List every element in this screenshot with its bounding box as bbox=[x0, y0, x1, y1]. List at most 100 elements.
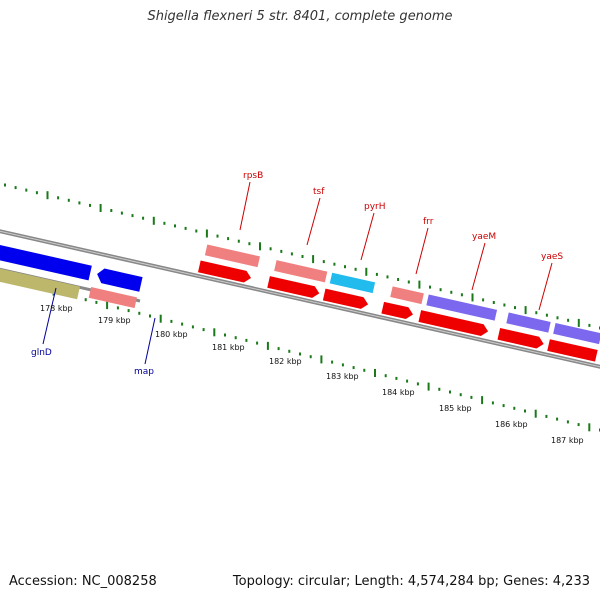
minor-tick bbox=[280, 249, 283, 253]
minor-tick bbox=[290, 252, 293, 256]
tick-label-185: 185 kbp bbox=[439, 404, 472, 413]
minor-tick bbox=[195, 229, 198, 233]
minor-tick bbox=[331, 360, 334, 364]
minor-tick bbox=[535, 311, 538, 315]
feature-salmon-rpsB[interactable] bbox=[204, 244, 260, 268]
gene-label-glnD[interactable]: glnD bbox=[31, 348, 52, 358]
feature-salmon-map[interactable] bbox=[88, 287, 137, 309]
major-tick bbox=[152, 216, 155, 225]
gene-label-rpsB[interactable]: rpsB bbox=[243, 171, 263, 181]
gene-labels: rpsB tsf pyrH frr yaeM yaeS glnD map bbox=[31, 171, 563, 377]
feature-red-rpsB[interactable] bbox=[198, 260, 252, 283]
major-tick bbox=[46, 191, 49, 200]
major-tick bbox=[577, 318, 580, 327]
tick-label-181: 181 kbp bbox=[212, 343, 245, 352]
feature-purple-edge[interactable] bbox=[553, 323, 600, 345]
minor-tick bbox=[163, 221, 166, 225]
frr-leader bbox=[415, 227, 429, 275]
minor-tick bbox=[470, 395, 473, 399]
feature-salmon-frr[interactable] bbox=[390, 286, 424, 305]
feature-red-tsf[interactable] bbox=[267, 276, 320, 299]
minor-tick bbox=[57, 196, 60, 200]
tick-label-184: 184 kbp bbox=[382, 388, 415, 397]
minor-tick bbox=[577, 423, 580, 427]
minor-tick bbox=[460, 293, 463, 297]
minor-tick bbox=[482, 298, 485, 302]
minor-tick bbox=[395, 376, 398, 380]
feature-blue-long[interactable] bbox=[0, 232, 92, 281]
feature-red-frr[interactable] bbox=[381, 301, 414, 321]
minor-tick bbox=[95, 300, 98, 304]
minor-tick bbox=[344, 265, 346, 269]
minor-tick bbox=[397, 278, 400, 281]
feature-red-pyrH[interactable] bbox=[322, 288, 370, 311]
minor-tick bbox=[502, 404, 505, 408]
minor-tick bbox=[216, 234, 219, 238]
feature-red-yaeM[interactable] bbox=[418, 310, 489, 337]
tick-label-178: 178 kbp bbox=[40, 304, 73, 313]
gene-label-map[interactable]: map bbox=[134, 367, 154, 377]
minor-tick bbox=[224, 333, 226, 337]
upper-tick-ring bbox=[4, 183, 600, 330]
feature-purple-yaeM[interactable] bbox=[426, 294, 498, 321]
minor-tick bbox=[438, 387, 441, 391]
gene-label-pyrH[interactable]: pyrH bbox=[364, 202, 386, 212]
backbone bbox=[0, 229, 600, 369]
tick-label-179: 179 kbp bbox=[98, 316, 131, 325]
minor-tick bbox=[545, 414, 548, 418]
gene-label-tsf[interactable]: tsf bbox=[313, 187, 325, 197]
minor-tick bbox=[191, 325, 194, 329]
minor-tick bbox=[545, 313, 548, 317]
minor-tick bbox=[375, 272, 378, 276]
minor-tick bbox=[170, 319, 173, 323]
feature-olive-long[interactable] bbox=[0, 254, 80, 300]
accession-text: Accession: NC_008258 bbox=[9, 574, 157, 589]
minor-tick bbox=[333, 262, 336, 266]
minor-tick bbox=[386, 275, 389, 279]
minor-tick bbox=[588, 323, 591, 327]
major-tick bbox=[205, 229, 208, 238]
minor-tick bbox=[363, 368, 366, 372]
kbp-tick-labels: 178 kbp 179 kbp 180 kbp 181 kbp 182 kbp … bbox=[40, 304, 584, 445]
gene-label-yaeM[interactable]: yaeM bbox=[472, 232, 496, 242]
minor-tick bbox=[89, 203, 91, 207]
minor-tick bbox=[416, 382, 419, 386]
feature-purple-yaeS[interactable] bbox=[506, 312, 551, 333]
minor-tick bbox=[202, 328, 205, 332]
pyrH-leader bbox=[360, 212, 375, 261]
feature-cyan-pyrH[interactable] bbox=[329, 272, 376, 294]
minor-tick bbox=[309, 355, 312, 359]
feature-blue-short[interactable] bbox=[95, 267, 143, 292]
minor-tick bbox=[299, 352, 301, 356]
minor-tick bbox=[149, 314, 151, 318]
minor-tick bbox=[566, 420, 569, 424]
gene-label-frr[interactable]: frr bbox=[423, 217, 434, 227]
feature-red-edge[interactable] bbox=[547, 339, 598, 362]
feature-salmon-tsf[interactable] bbox=[274, 260, 328, 283]
minor-tick bbox=[138, 311, 141, 315]
major-tick bbox=[418, 280, 421, 289]
major-tick bbox=[471, 293, 474, 302]
major-tick bbox=[213, 328, 216, 337]
minor-tick bbox=[120, 211, 123, 215]
gene-label-yaeS[interactable]: yaeS bbox=[541, 252, 563, 262]
map-leader bbox=[144, 317, 156, 365]
minor-tick bbox=[301, 255, 304, 258]
major-tick bbox=[534, 409, 537, 418]
major-tick bbox=[481, 396, 484, 405]
tick-label-183: 183 kbp bbox=[326, 372, 359, 381]
minor-tick bbox=[142, 216, 145, 220]
minor-tick bbox=[127, 309, 130, 313]
minor-tick bbox=[174, 224, 176, 228]
minor-tick bbox=[384, 374, 387, 378]
feature-red-yaeS[interactable] bbox=[497, 327, 545, 350]
backbone-inner bbox=[0, 230, 600, 368]
minor-tick bbox=[439, 288, 442, 292]
minor-tick bbox=[514, 306, 516, 310]
minor-tick bbox=[322, 260, 325, 264]
minor-tick bbox=[288, 349, 291, 353]
minor-tick bbox=[227, 237, 230, 241]
minor-tick bbox=[35, 191, 38, 195]
tick-label-186: 186 kbp bbox=[495, 420, 528, 429]
